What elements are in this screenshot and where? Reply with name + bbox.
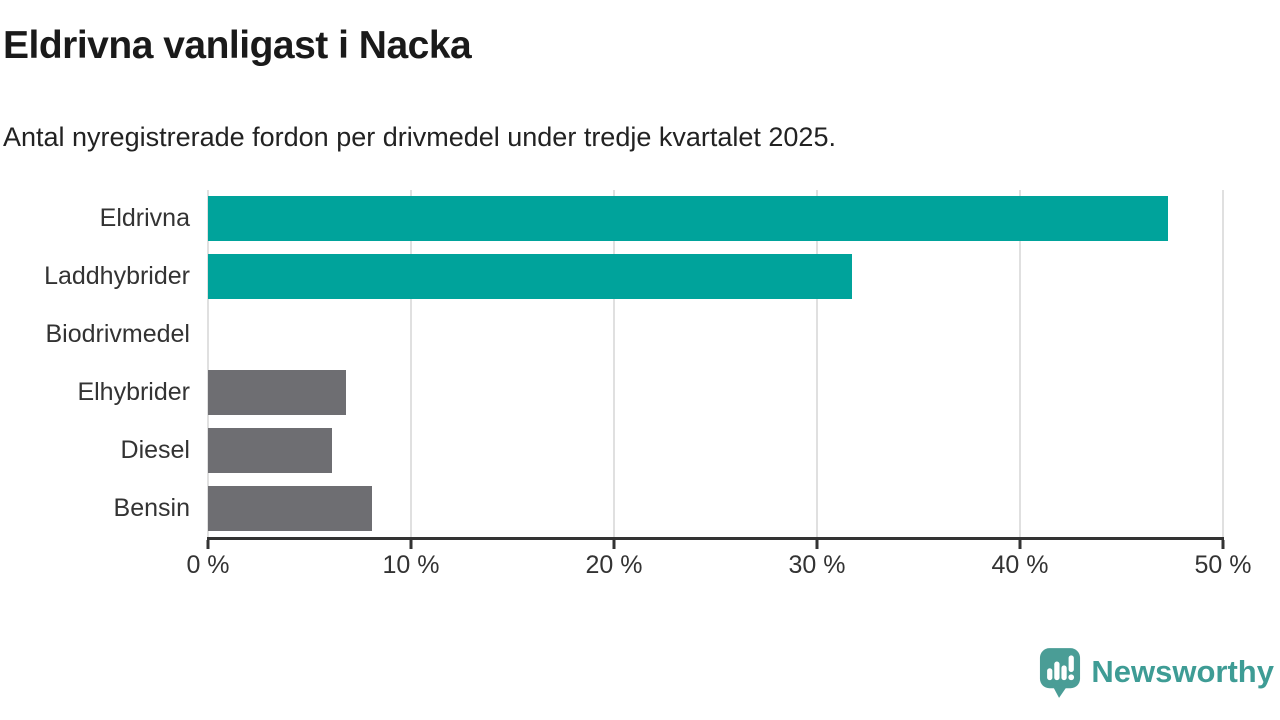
x-tick-label: 10 % bbox=[382, 551, 440, 579]
bar-row-laddhybrider bbox=[208, 248, 1223, 306]
bar-elhybrider bbox=[208, 369, 347, 415]
bar-row-bensin bbox=[208, 479, 1223, 537]
x-tick-label: 40 % bbox=[991, 551, 1049, 579]
gridline bbox=[410, 190, 412, 537]
bar-row-eldrivna bbox=[208, 190, 1223, 248]
x-tick-label: 20 % bbox=[585, 551, 643, 579]
x-axis-line bbox=[207, 537, 1224, 540]
x-axis-tick bbox=[1018, 540, 1022, 549]
y-axis-labels: Eldrivna Laddhybrider Biodrivmedel Elhyb… bbox=[0, 190, 190, 537]
x-axis-tick bbox=[1221, 540, 1225, 549]
x-axis-tick bbox=[815, 540, 819, 549]
x-tick-label: 30 % bbox=[788, 551, 846, 579]
x-axis-labels: 0 % 10 % 20 % 30 % 40 % 50 % bbox=[186, 551, 1251, 583]
x-axis-tick bbox=[206, 540, 210, 549]
bar-eldrivna bbox=[208, 196, 1169, 242]
chart-subtitle: Antal nyregistrerade fordon per drivmede… bbox=[3, 122, 836, 152]
brand-name: Newsworthy bbox=[1091, 653, 1274, 689]
x-axis-tick bbox=[409, 540, 413, 549]
y-label-elhybrider: Elhybrider bbox=[77, 377, 190, 406]
bar-rows bbox=[208, 190, 1223, 537]
y-label-eldrivna: Eldrivna bbox=[99, 204, 190, 233]
y-label-laddhybrider: Laddhybrider bbox=[44, 262, 190, 291]
x-axis-tick bbox=[612, 540, 616, 549]
gridline bbox=[1222, 190, 1224, 537]
gridline bbox=[207, 190, 209, 537]
bar-row-elhybrider bbox=[208, 363, 1223, 421]
x-tick-label: 50 % bbox=[1194, 551, 1252, 579]
gridline bbox=[1019, 190, 1021, 537]
y-label-diesel: Diesel bbox=[120, 435, 190, 464]
bar-bensin bbox=[208, 485, 373, 531]
plot-area bbox=[206, 190, 1225, 549]
chart-title: Eldrivna vanligast i Nacka bbox=[3, 24, 472, 67]
bar-diesel bbox=[208, 427, 332, 473]
bar-row-biodrivmedel bbox=[208, 306, 1223, 364]
gridline bbox=[613, 190, 615, 537]
bar-row-diesel bbox=[208, 421, 1223, 479]
y-label-bensin: Bensin bbox=[113, 493, 190, 522]
brand-footer: Newsworthy bbox=[1039, 647, 1274, 704]
y-label-biodrivmedel: Biodrivmedel bbox=[45, 320, 190, 349]
newsworthy-logo-icon bbox=[1039, 647, 1081, 704]
bar-laddhybrider bbox=[208, 254, 852, 300]
x-tick-label: 0 % bbox=[186, 551, 230, 579]
gridline bbox=[816, 190, 818, 537]
